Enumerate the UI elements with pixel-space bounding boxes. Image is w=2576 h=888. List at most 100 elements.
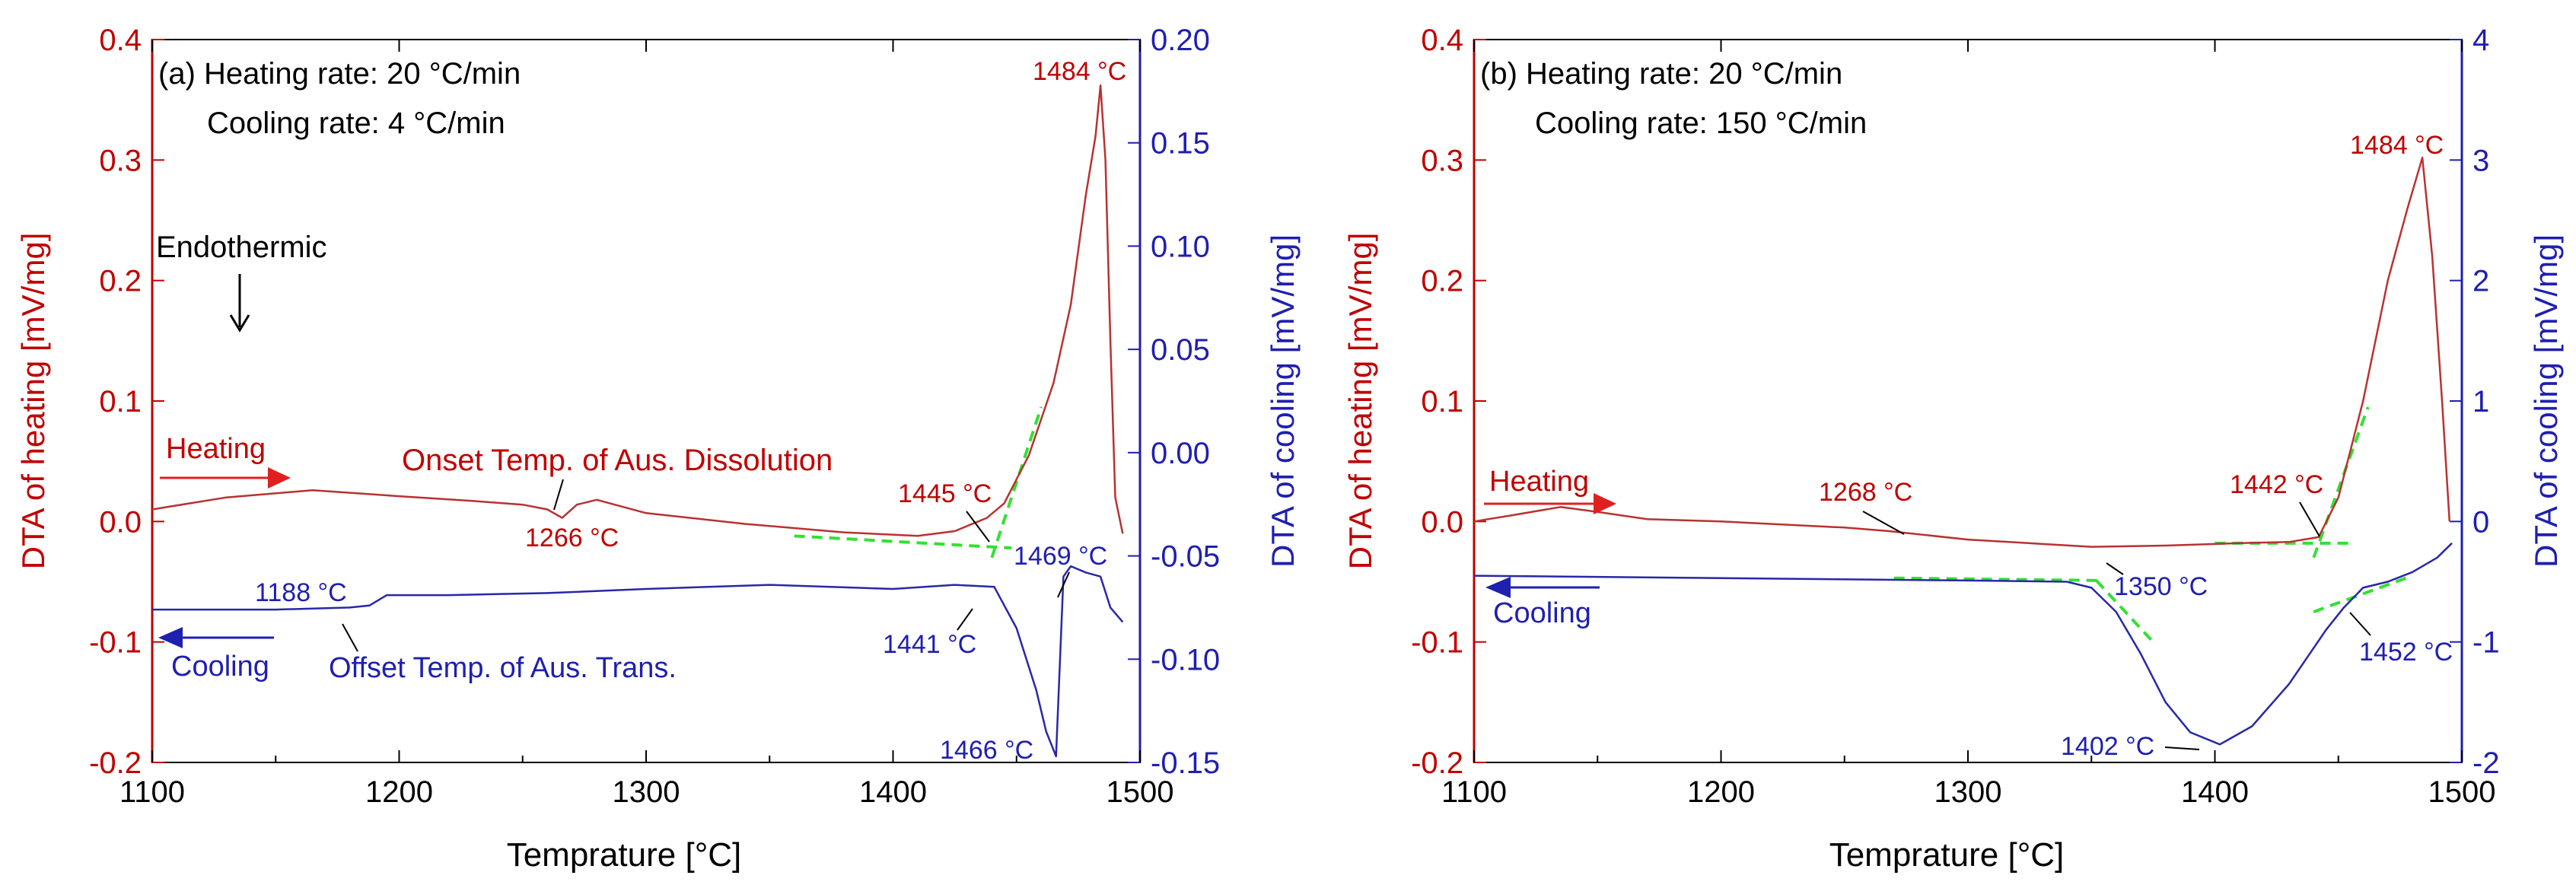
panel-b-annot-1350-pointer (2106, 562, 2124, 575)
panel-a-right-tick-label: -0.05 (1151, 540, 1220, 574)
panel-a-right-y-label: DTA of cooling [mV/mg] (1265, 234, 1301, 568)
panel-a-onset-dissolution-label: Onset Temp. of Aus. Dissolution (402, 444, 833, 477)
panel-b-left-tick-label: 0.3 (1421, 144, 1463, 177)
panel-a-left-tick-label: -0.2 (89, 746, 142, 780)
panel-b-x-label: Temprature [°C] (1829, 836, 2065, 874)
panel-a-x-ticks: 1100 1200 1300 1400 1500 (119, 40, 1174, 809)
panel-a-annot-1484: 1484 °C (1033, 57, 1126, 86)
panel-a-annot-1445: 1445 °C (898, 479, 992, 508)
panel-a-right-tick-label: 0.20 (1151, 24, 1210, 57)
panel-b-right-tick-label: 1 (2473, 385, 2489, 419)
panel-b-left-tick-label: 0.4 (1421, 24, 1463, 57)
panel-a-left-tick-label: 0.2 (99, 265, 142, 298)
panel-b-annot-1350: 1350 °C (2114, 572, 2208, 601)
panel-a-annot-1445-pointer (966, 511, 990, 543)
panel-b-cooling-rate-text: Cooling rate: 150 °C/min (1535, 107, 1867, 140)
panel-b-x-ticks: 1100 1200 1300 1400 1500 (1441, 40, 2496, 809)
panel-a-heating-arrow (160, 467, 291, 489)
panel-b-left-tick-label: 0.1 (1421, 385, 1463, 419)
panel-b-x-tick-label-1500: 1500 (2428, 775, 2496, 809)
panel-b-heating-curve (1473, 156, 2451, 548)
panel-a-cooling-arrow (158, 627, 274, 648)
panel-a-heating-curve (151, 84, 1124, 537)
panel-b-tangent-lines (1893, 406, 2413, 644)
panel-b-left-tick-label: 0.0 (1421, 505, 1463, 539)
panel-a-tangent-line-1 (990, 406, 1043, 559)
panel-b-heating-rate-text: (b) Heating rate: 20 °C/min (1480, 57, 1842, 91)
panel-a-tangent-line-0 (794, 534, 1012, 550)
panel-b-annot-1442: 1442 °C (2230, 470, 2323, 499)
panel-b-annot-1268-pointer (1862, 511, 1905, 535)
panel-a-x-tick-label-1300: 1300 (613, 775, 680, 809)
panel-b-right-tick-label: 2 (2473, 265, 2489, 298)
panel-a-tangent-lines (794, 406, 1043, 559)
panel-a-cooling-rate-text: Cooling rate: 4 °C/min (207, 107, 505, 140)
panel-a-annot-1469: 1469 °C (1014, 542, 1107, 571)
panel-b-left-tick-label: -0.1 (1411, 626, 1463, 660)
panel-b-x-tick-label-1400: 1400 (2181, 775, 2249, 809)
panel-a-left-tick-label: 0.3 (99, 144, 142, 177)
panel-a-x-tick-label-1200: 1200 (365, 775, 433, 809)
panel-a-endothermic-arrow (229, 274, 250, 333)
panel-b: 1100 1200 1300 1400 1500 -0.2 -0.1 0.0 0.1 0.2 0.… (1342, 24, 2564, 874)
panel-a: 1100 1200 1300 1400 1500 -0.2 -0.1 0.0 0.1 0.2 0.… (15, 24, 1301, 874)
panel-a-left-tick-label: 0.4 (99, 24, 142, 57)
panel-a-right-tick-label: 0.00 (1151, 437, 1210, 470)
panel-b-annot-1452: 1452 °C (2359, 638, 2453, 667)
panel-a-left-y-label: DTA of heating [mV/mg] (15, 233, 51, 570)
panel-b-x-tick-label-1300: 1300 (1934, 775, 2002, 809)
panel-b-left-tick-label: 0.2 (1421, 265, 1463, 298)
panel-a-right-tick-label: -0.10 (1151, 643, 1220, 676)
panel-a-right-tick-label: 0.10 (1151, 230, 1210, 263)
panel-a-annot-1188: 1188 °C (255, 578, 347, 607)
panel-b-x-tick-label-1100: 1100 (1441, 775, 1507, 809)
panel-b-annot-1268: 1268 °C (1819, 478, 1912, 507)
panel-a-heating-rate-text: (a) Heating rate: 20 °C/min (158, 57, 521, 91)
panel-b-cooling-label: Cooling (1493, 597, 1591, 629)
panel-b-right-y-label: DTA of cooling [mV/mg] (2528, 234, 2564, 568)
panel-b-series (1473, 156, 2453, 746)
panel-a-x-tick-label-1400: 1400 (859, 775, 927, 809)
panel-a-annot-1466: 1466 °C (940, 736, 1033, 765)
panel-b-annot-1442-pointer (2299, 501, 2320, 537)
panel-a-right-tick-label: 0.15 (1151, 127, 1210, 161)
panel-b-annot-1452-pointer (2349, 612, 2371, 636)
panel-b-cooling-curve (1473, 542, 2453, 746)
panel-a-cooling-curve (152, 565, 1124, 758)
panel-b-left-y-label: DTA of heating [mV/mg] (1342, 233, 1378, 570)
panel-a-x-tick-label-1500: 1500 (1107, 775, 1174, 809)
panel-a-heating-label: Heating (166, 433, 266, 465)
panel-a-x-label: Temprature [°C] (507, 836, 742, 874)
panel-b-right-tick-label: 3 (2473, 144, 2489, 177)
panel-b-left-ticks: -0.2 -0.1 0.0 0.1 0.2 0.3 0.4 (1411, 24, 1486, 780)
panel-a-right-ticks: -0.15 -0.10 -0.05 0.00 0.05 0.10 0.15 0.20 (1128, 24, 1220, 780)
panel-b-tangent-line-1 (2095, 579, 2154, 644)
panel-b-heating-arrow (1484, 493, 1616, 514)
panel-a-offset-trans-pointer (342, 623, 358, 652)
panel-a-left-ticks: -0.2 -0.1 0.0 0.1 0.2 0.3 0.4 (89, 24, 164, 780)
panel-b-cooling-arrow (1485, 577, 1600, 598)
panel-b-annot-1402: 1402 °C (2061, 732, 2154, 761)
panel-a-endothermic-label: Endothermic (156, 231, 327, 264)
panel-b-right-ticks: -2 -1 0 1 2 3 4 (2450, 24, 2500, 780)
panel-b-tangent-line-4 (2313, 574, 2413, 613)
panel-a-annot-1441-pointer (957, 608, 973, 631)
panel-a-annot-1469-pointer (1057, 571, 1070, 598)
panel-b-heating-label: Heating (1489, 466, 1589, 498)
panel-b-frame (1473, 39, 2463, 763)
panel-b-x-tick-label-1200: 1200 (1687, 775, 1755, 809)
panel-a-x-tick-label-1100: 1100 (119, 775, 185, 809)
panel-b-right-tick-label: -1 (2473, 626, 2500, 660)
panel-a-annot-1441: 1441 °C (883, 630, 976, 659)
panel-a-annot-1266: 1266 °C (525, 524, 619, 552)
panel-b-left-tick-label: -0.2 (1411, 746, 1463, 780)
panel-b-right-tick-label: 0 (2473, 505, 2489, 539)
panel-a-onset-dissolution-pointer (553, 479, 564, 511)
panel-a-right-tick-label: -0.15 (1151, 746, 1220, 780)
panel-b-annot-1484: 1484 °C (2350, 131, 2444, 160)
panel-a-right-tick-label: 0.05 (1151, 333, 1210, 367)
panel-a-offset-trans-label: Offset Temp. of Aus. Trans. (329, 652, 677, 684)
panel-b-right-tick-label: 4 (2473, 24, 2489, 57)
panel-a-left-tick-label: 0.0 (99, 505, 142, 539)
